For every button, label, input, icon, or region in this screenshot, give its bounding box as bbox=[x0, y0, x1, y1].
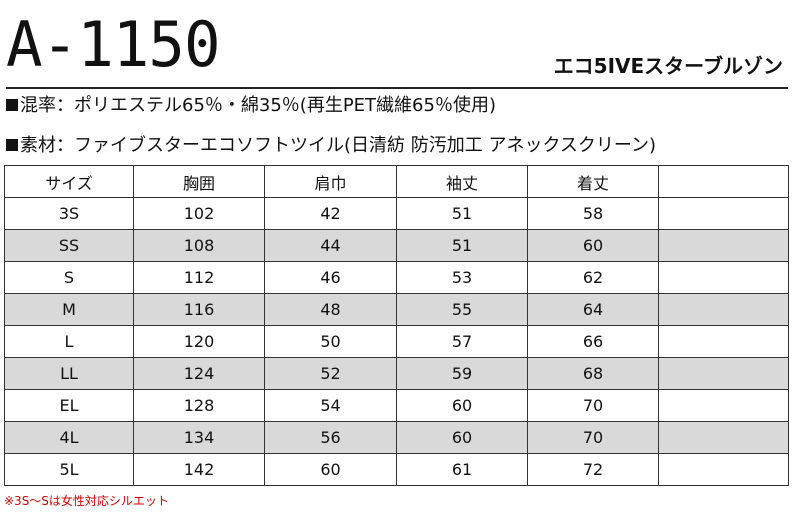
cell-chest: 102 bbox=[133, 197, 265, 230]
table-row: LL 124 52 59 68 bbox=[4, 357, 789, 390]
cell-size: M bbox=[4, 293, 134, 326]
product-name: エコ5IVEスターブルゾン bbox=[553, 54, 783, 78]
cell-chest: 108 bbox=[133, 229, 265, 262]
cell-shoulder: 46 bbox=[264, 261, 397, 294]
cell-shoulder: 42 bbox=[264, 197, 397, 230]
cell-chest: 112 bbox=[133, 261, 265, 294]
cell-size: L bbox=[4, 325, 134, 358]
cell-size: EL bbox=[4, 389, 134, 422]
cell-extra bbox=[658, 421, 789, 454]
cell-chest: 134 bbox=[133, 421, 265, 454]
cell-chest: 116 bbox=[133, 293, 265, 326]
cell-shoulder: 48 bbox=[264, 293, 397, 326]
cell-length: 58 bbox=[527, 197, 659, 230]
cell-chest: 142 bbox=[133, 453, 265, 486]
cell-sleeve: 60 bbox=[396, 389, 528, 422]
cell-size: SS bbox=[4, 229, 134, 262]
cell-sleeve: 51 bbox=[396, 197, 528, 230]
cell-size: LL bbox=[4, 357, 134, 390]
cell-extra bbox=[658, 325, 789, 358]
header-extra bbox=[658, 165, 789, 198]
table-row: SS 108 44 51 60 bbox=[4, 229, 789, 262]
cell-length: 62 bbox=[527, 261, 659, 294]
cell-extra bbox=[658, 229, 789, 262]
cell-sleeve: 53 bbox=[396, 261, 528, 294]
cell-length: 66 bbox=[527, 325, 659, 358]
square-bullet-icon bbox=[6, 99, 18, 111]
cell-size: 5L bbox=[4, 453, 134, 486]
cell-extra bbox=[658, 261, 789, 294]
cell-extra bbox=[658, 293, 789, 326]
cell-sleeve: 57 bbox=[396, 325, 528, 358]
cell-sleeve: 60 bbox=[396, 421, 528, 454]
spec-material: 素材：ファイブスターエコソフトツイル(日清紡 防汚加工 アネックスクリーン) bbox=[6, 135, 656, 157]
cell-extra bbox=[658, 453, 789, 486]
table-row: EL 128 54 60 70 bbox=[4, 389, 789, 422]
header-sleeve: 袖丈 bbox=[396, 165, 528, 198]
cell-shoulder: 56 bbox=[264, 421, 397, 454]
cell-shoulder: 60 bbox=[264, 453, 397, 486]
header-divider bbox=[6, 87, 788, 89]
table-header-row: サイズ 胸囲 肩巾 袖丈 着丈 bbox=[4, 165, 789, 198]
cell-shoulder: 50 bbox=[264, 325, 397, 358]
cell-length: 70 bbox=[527, 421, 659, 454]
cell-size: S bbox=[4, 261, 134, 294]
table-row: L 120 50 57 66 bbox=[4, 325, 789, 358]
cell-sleeve: 61 bbox=[396, 453, 528, 486]
table-row: S 112 46 53 62 bbox=[4, 261, 789, 294]
size-table: サイズ 胸囲 肩巾 袖丈 着丈 3S 102 42 51 58 SS 108 44 51 60 S 1… bbox=[4, 165, 789, 486]
spec-blend-text: 混率：ポリエステル65％・綿35％(再生PET繊維65％使用) bbox=[20, 95, 496, 116]
cell-extra bbox=[658, 197, 789, 230]
model-number: A-1150 bbox=[6, 8, 221, 81]
cell-shoulder: 54 bbox=[264, 389, 397, 422]
cell-extra bbox=[658, 389, 789, 422]
header-chest: 胸囲 bbox=[133, 165, 265, 198]
header-shoulder: 肩巾 bbox=[264, 165, 397, 198]
cell-sleeve: 51 bbox=[396, 229, 528, 262]
cell-shoulder: 52 bbox=[264, 357, 397, 390]
cell-length: 60 bbox=[527, 229, 659, 262]
cell-chest: 120 bbox=[133, 325, 265, 358]
square-bullet-icon bbox=[6, 139, 18, 151]
cell-chest: 124 bbox=[133, 357, 265, 390]
cell-shoulder: 44 bbox=[264, 229, 397, 262]
cell-sleeve: 59 bbox=[396, 357, 528, 390]
cell-chest: 128 bbox=[133, 389, 265, 422]
cell-length: 72 bbox=[527, 453, 659, 486]
table-row: 5L 142 60 61 72 bbox=[4, 453, 789, 486]
cell-extra bbox=[658, 357, 789, 390]
cell-size: 3S bbox=[4, 197, 134, 230]
table-row: 4L 134 56 60 70 bbox=[4, 421, 789, 454]
table-row: 3S 102 42 51 58 bbox=[4, 197, 789, 230]
spec-material-text: 素材：ファイブスターエコソフトツイル(日清紡 防汚加工 アネックスクリーン) bbox=[20, 135, 657, 156]
table-row: M 116 48 55 64 bbox=[4, 293, 789, 326]
footnote: ※3S～Sは女性対応シルエット bbox=[4, 494, 169, 508]
cell-length: 70 bbox=[527, 389, 659, 422]
header-length: 着丈 bbox=[527, 165, 659, 198]
header-size: サイズ bbox=[4, 165, 134, 198]
cell-length: 68 bbox=[527, 357, 659, 390]
cell-sleeve: 55 bbox=[396, 293, 528, 326]
cell-length: 64 bbox=[527, 293, 659, 326]
spec-blend: 混率：ポリエステル65％・綿35％(再生PET繊維65％使用) bbox=[6, 95, 496, 117]
cell-size: 4L bbox=[4, 421, 134, 454]
